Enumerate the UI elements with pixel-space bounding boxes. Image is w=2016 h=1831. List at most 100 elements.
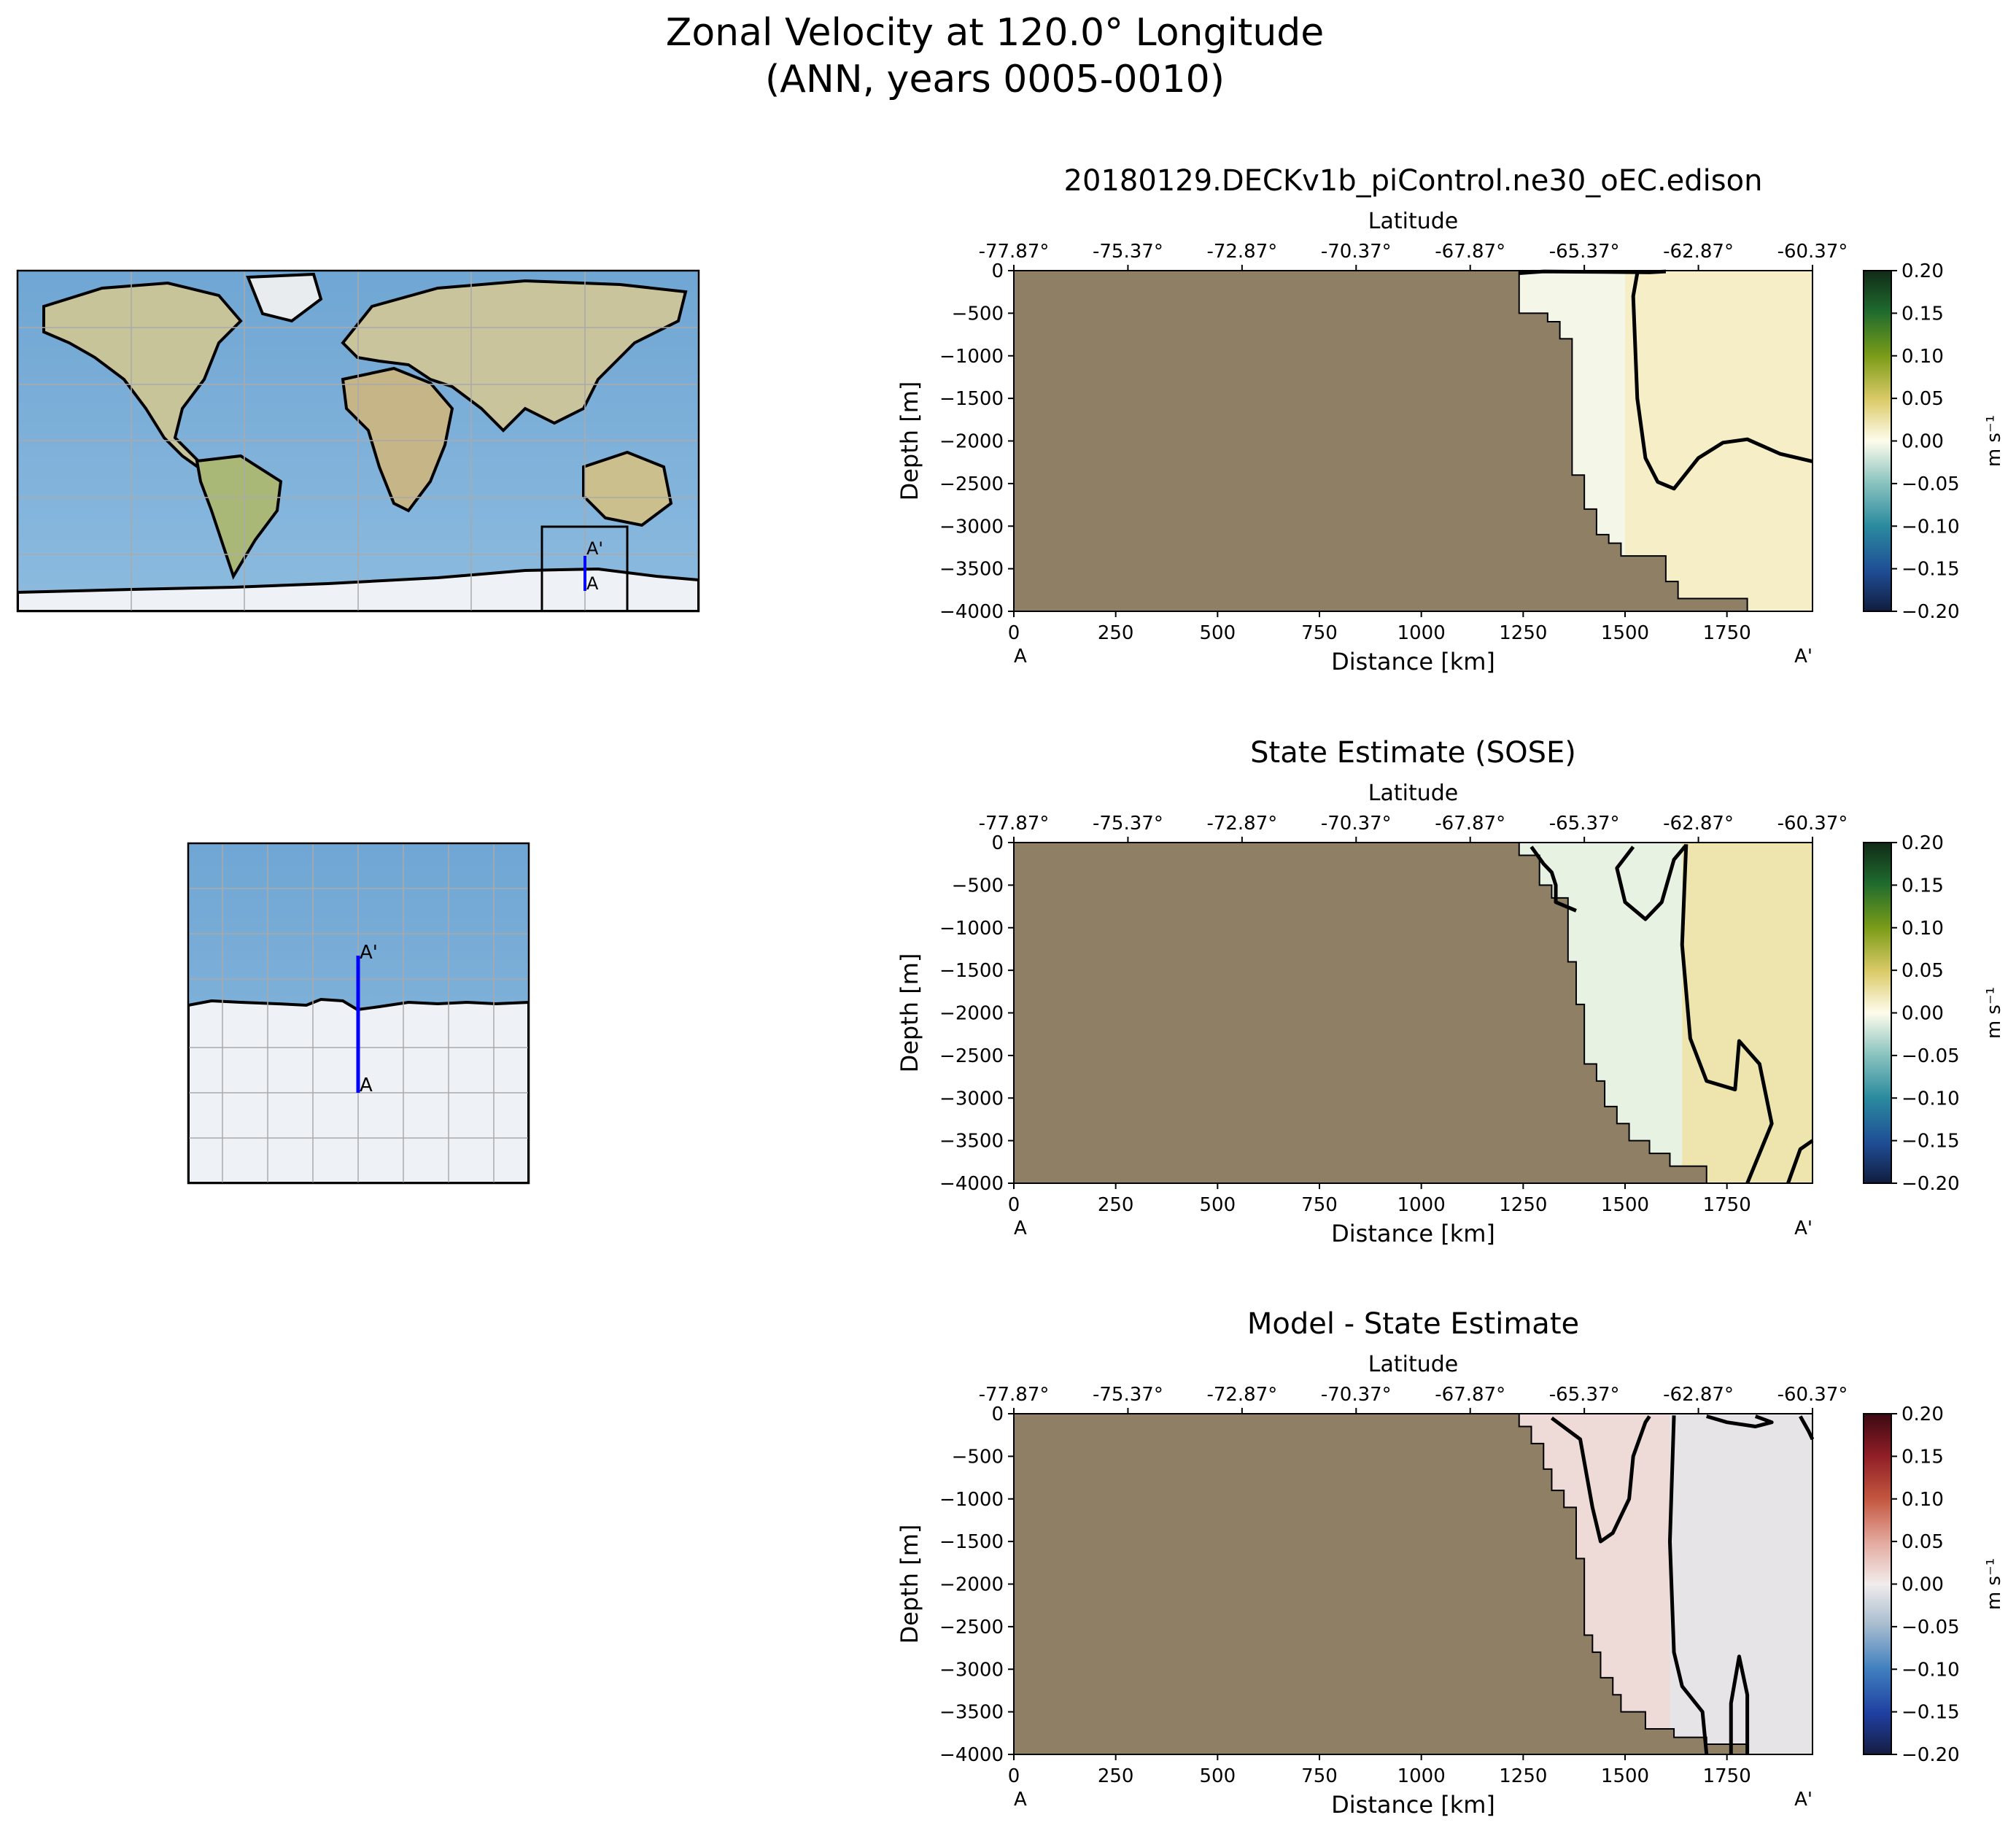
colorbar-tick-label: 0.20 (1901, 1404, 1944, 1425)
panel-diff: Model - State Estimate Latitude 0 250 500 750… (896, 1307, 2005, 1819)
top-tick-label: -77.87° (979, 1384, 1050, 1406)
continent-australia (582, 450, 673, 527)
x-tick-label: 1500 (1601, 622, 1649, 644)
colorbar-tick-label: −0.10 (1901, 516, 1960, 538)
x-axis-label: Distance [km] (1331, 1220, 1495, 1247)
contour-line (1519, 269, 1667, 275)
y-tick-label: −3000 (939, 516, 1004, 538)
contour-line (1667, 1415, 1709, 1755)
y-tick-label: −2500 (939, 1617, 1004, 1638)
colorbar-tick-label: −0.15 (1901, 1702, 1960, 1724)
top-tick-label: -75.37° (1093, 241, 1163, 263)
panel-sose: State Estimate (SOSE) Latitude 0 250 500 750 1… (896, 736, 2005, 1247)
top-tick-label: -60.37° (1777, 241, 1848, 263)
bathymetry (1013, 842, 1707, 1184)
contour-line (1786, 1139, 1814, 1184)
colorbar-tick-label: 0.15 (1901, 303, 1944, 325)
y-tick-label: −500 (952, 303, 1004, 325)
x-tick-label: 750 (1301, 1765, 1338, 1787)
colorbar-tick-label: −0.20 (1901, 1744, 1960, 1766)
x-tick-label: 1750 (1703, 1194, 1751, 1216)
top-axis-label: Latitude (1368, 209, 1458, 234)
continent-greenland (246, 272, 323, 323)
top-tick-label: -75.37° (1093, 813, 1163, 835)
x-axis-label: Distance [km] (1331, 1791, 1495, 1819)
marker-start-regional: A (360, 1075, 373, 1096)
marker-end-regional: A' (360, 942, 378, 964)
x-tick-label: 0 (1008, 1194, 1020, 1216)
x-tick-label: 500 (1200, 1765, 1236, 1787)
y-tick-label: −3500 (939, 559, 1004, 581)
top-tick-label: -65.37° (1549, 241, 1620, 263)
y-tick-label: −2000 (939, 1003, 1004, 1025)
x-tick-label: 0 (1008, 622, 1020, 644)
global-map-frame (16, 269, 700, 613)
colorbar-label: m s⁻¹ (1983, 1558, 2005, 1610)
top-tick-label: -72.87° (1206, 241, 1277, 263)
contour-line (1799, 1415, 1815, 1441)
y-tick-label: −4000 (939, 601, 1004, 623)
x-tick-label: 500 (1200, 1194, 1236, 1216)
colorbar-tick-label: −0.15 (1901, 559, 1960, 581)
marker-start-global: A (586, 573, 599, 594)
y-tick-label: −1000 (939, 346, 1004, 368)
top-axis-label: Latitude (1368, 1352, 1458, 1377)
x-tick-label: 500 (1200, 622, 1236, 644)
y-tick-label: −2000 (939, 431, 1004, 453)
colorbar-tick-label: −0.20 (1901, 1173, 1960, 1195)
endpoint-end-label: A' (1794, 1789, 1813, 1811)
endpoint-end-label: A' (1794, 1218, 1813, 1239)
figure-title-line2: (ANN, years 0005-0010) (765, 58, 1225, 101)
field-band (1670, 1414, 1813, 1754)
top-axis-label: Latitude (1368, 781, 1458, 806)
y-tick-label: −2500 (939, 1045, 1004, 1067)
y-tick-label: −2000 (939, 1574, 1004, 1596)
x-tick-label: 1500 (1601, 1765, 1649, 1787)
panel-title: State Estimate (SOSE) (1250, 736, 1576, 770)
x-tick-label: 1750 (1703, 1765, 1751, 1787)
endpoint-end-label: A' (1794, 646, 1813, 667)
y-tick-label: −500 (952, 875, 1004, 897)
x-axis-label: Distance [km] (1331, 648, 1495, 676)
top-tick-label: -67.87° (1435, 813, 1505, 835)
x-tick-label: 1500 (1601, 1194, 1649, 1216)
field-band (1625, 271, 1813, 611)
top-tick-label: -77.87° (979, 241, 1050, 263)
contour-line (1530, 845, 1577, 913)
contour-line (1550, 1415, 1651, 1544)
contour-line (1706, 1414, 1774, 1429)
bathymetry (1013, 1413, 1748, 1755)
top-tick-label: -77.87° (979, 813, 1050, 835)
colorbar-tick-label: −0.05 (1901, 473, 1960, 495)
x-tick-label: 1000 (1397, 622, 1446, 644)
x-tick-label: 1000 (1397, 1194, 1446, 1216)
contour-line (1631, 273, 1813, 491)
colorbar-label: m s⁻¹ (1983, 415, 2005, 467)
map-gridlines (18, 271, 699, 611)
x-tick-label: 1250 (1499, 1765, 1547, 1787)
x-tick-label: 250 (1098, 1765, 1134, 1787)
x-tick-label: 750 (1301, 1194, 1338, 1216)
panel-title: Model - State Estimate (1247, 1307, 1579, 1341)
y-tick-label: −4000 (939, 1173, 1004, 1195)
inset-region-box (540, 525, 629, 611)
x-tick-label: 1000 (1397, 1765, 1446, 1787)
y-tick-label: −1500 (939, 1531, 1004, 1553)
colorbar-tick-label: −0.05 (1901, 1617, 1960, 1638)
colorbar-tick-label: 0.15 (1901, 1446, 1944, 1468)
global-map: A' A (18, 271, 699, 611)
y-tick-label: −3500 (939, 1702, 1004, 1724)
top-tick-label: -72.87° (1206, 1384, 1277, 1406)
top-tick-label: -67.87° (1435, 1384, 1505, 1406)
y-tick-label: 0 (991, 832, 1004, 854)
y-tick-label: −3000 (939, 1088, 1004, 1110)
top-tick-label: -70.37° (1321, 1384, 1392, 1406)
top-tick-label: -70.37° (1321, 241, 1392, 263)
colorbar-tick-label: 0.05 (1901, 1531, 1944, 1553)
top-tick-label: -67.87° (1435, 241, 1505, 263)
colorbar-tick-label: 0.00 (1901, 1003, 1944, 1025)
continent-africa (341, 366, 454, 513)
y-tick-label: −2500 (939, 473, 1004, 495)
y-axis-label: Depth [m] (896, 382, 923, 501)
